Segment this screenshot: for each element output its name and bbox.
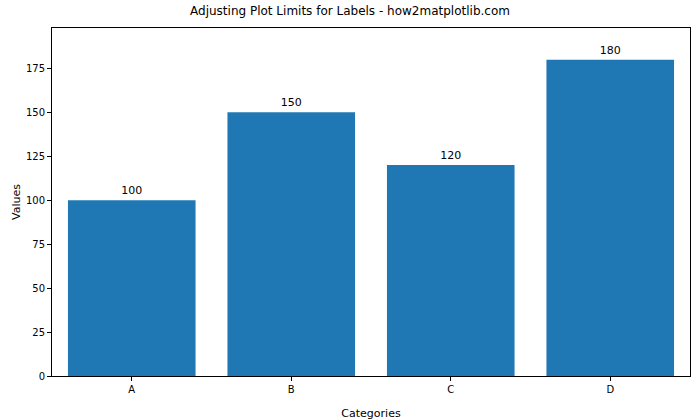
- svg-text:B: B: [288, 384, 295, 395]
- svg-text:50: 50: [32, 283, 45, 294]
- svg-text:0: 0: [39, 371, 45, 382]
- svg-text:120: 120: [440, 149, 461, 162]
- svg-text:Adjusting Plot Limits for Labe: Adjusting Plot Limits for Labels - how2m…: [190, 4, 510, 18]
- svg-text:A: A: [128, 384, 135, 395]
- svg-text:180: 180: [600, 44, 621, 57]
- svg-text:100: 100: [121, 184, 142, 197]
- svg-text:125: 125: [26, 151, 45, 162]
- svg-text:100: 100: [26, 195, 45, 206]
- svg-text:D: D: [606, 384, 614, 395]
- svg-text:C: C: [447, 384, 454, 395]
- svg-text:150: 150: [281, 96, 302, 109]
- svg-text:175: 175: [26, 63, 45, 74]
- svg-text:75: 75: [32, 239, 45, 250]
- svg-text:Categories: Categories: [341, 407, 401, 420]
- svg-text:25: 25: [32, 327, 45, 338]
- svg-text:150: 150: [26, 107, 45, 118]
- svg-text:Values: Values: [10, 184, 23, 220]
